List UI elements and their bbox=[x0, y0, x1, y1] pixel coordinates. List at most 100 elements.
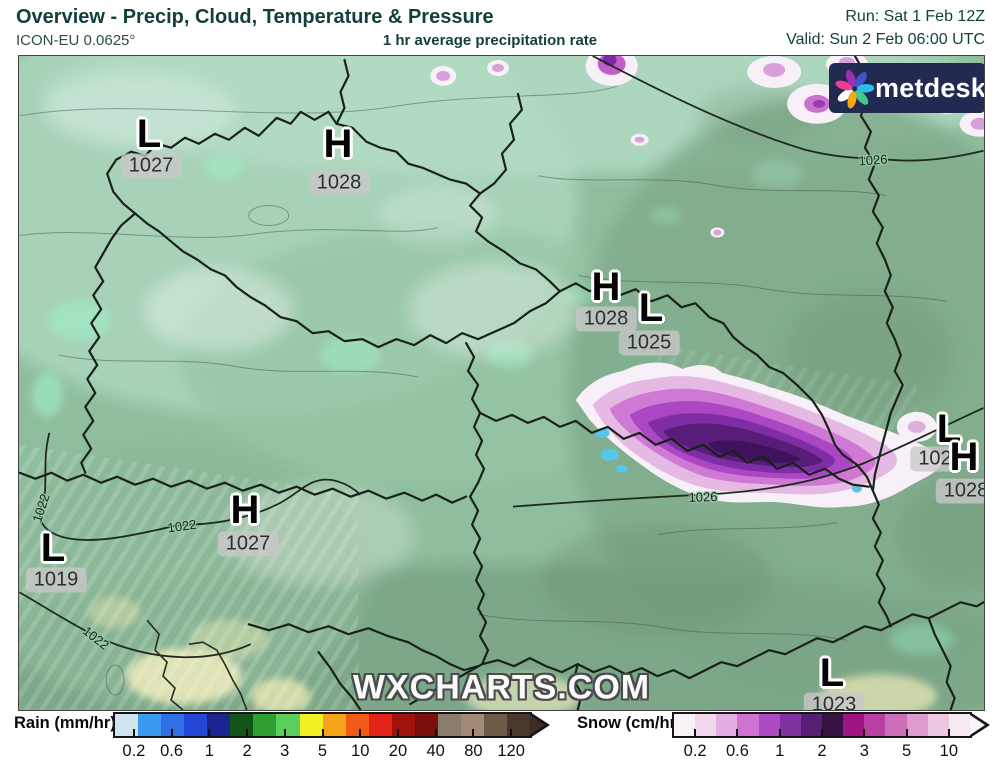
contour-label: 1026 bbox=[858, 151, 888, 169]
page-title: Overview - Precip, Cloud, Temperature & … bbox=[16, 6, 494, 28]
legend-segment bbox=[437, 714, 461, 736]
model-label: ICON-EU 0.0625° bbox=[16, 32, 136, 49]
legend-tick bbox=[170, 729, 173, 736]
legend-tick bbox=[208, 729, 211, 736]
legend-tick bbox=[694, 729, 697, 736]
legend-segment bbox=[864, 714, 886, 736]
legend-arrow bbox=[530, 715, 545, 735]
legend-tick bbox=[321, 729, 324, 736]
run-label: Run: Sat 1 Feb 12Z bbox=[845, 8, 985, 25]
legend-tick bbox=[863, 729, 866, 736]
legend-segment bbox=[843, 714, 865, 736]
contour-label: 1022 bbox=[79, 623, 113, 653]
pressure-value: 1025 bbox=[618, 330, 680, 356]
legend-segment bbox=[800, 714, 822, 736]
pressure-value: 1019 bbox=[25, 567, 87, 593]
legend-segment bbox=[230, 714, 254, 736]
rain-bar: 0.2 0.6 1 2 3 5 10 20 40 80 120 bbox=[113, 712, 550, 760]
pressure-value: 102 bbox=[910, 446, 960, 472]
legend-tick-label: 0.2 bbox=[683, 742, 707, 760]
legend-tick-label: 2 bbox=[242, 742, 252, 760]
logo-text: metdesk bbox=[875, 72, 985, 103]
legend-tick-label: 0.2 bbox=[122, 742, 146, 760]
legend-tick-label: 120 bbox=[497, 742, 525, 760]
rain-legend-label: Rain (mm/hr) bbox=[14, 714, 116, 732]
pressure-layer: 1027 L 1028 H 1028 H 1025 L 1027 H 1019 L 102 L 1028 H 1… bbox=[19, 56, 984, 710]
legend-segment bbox=[391, 714, 415, 736]
legend-tick bbox=[821, 729, 823, 736]
subtitle: 1 hr average precipitation rate bbox=[382, 32, 598, 49]
legend-segment bbox=[948, 714, 970, 736]
legend-segment bbox=[821, 714, 844, 736]
legend-segment bbox=[184, 714, 208, 736]
legend-tick-label: 10 bbox=[939, 742, 959, 760]
pressure-letter: H bbox=[323, 122, 353, 166]
valid-label: Valid: Sun 2 Feb 06:00 UTC bbox=[786, 31, 985, 48]
pressure-value: 1028 bbox=[935, 478, 984, 504]
legend-tick bbox=[283, 729, 286, 736]
legend-tick bbox=[905, 729, 908, 736]
legend-segment bbox=[253, 714, 277, 736]
legend-segment bbox=[484, 714, 508, 736]
metdesk-logo: metdesk bbox=[829, 63, 985, 113]
legend-tick-label: 1 bbox=[204, 742, 214, 760]
legend-segment bbox=[276, 714, 300, 736]
pressure-letter: L bbox=[819, 651, 845, 695]
legend-tick bbox=[246, 729, 249, 736]
legend-segment bbox=[674, 714, 696, 736]
pressure-value: 1023 bbox=[803, 692, 865, 710]
snow-legend-label: Snow (cm/hr) bbox=[577, 714, 682, 732]
legend-segment bbox=[299, 714, 323, 736]
legend-tick bbox=[510, 729, 513, 736]
legend-tick-label: 5 bbox=[317, 742, 328, 760]
pressure-value: 1027 bbox=[217, 531, 279, 557]
legend-tick-label: 3 bbox=[859, 742, 869, 760]
legend-segment bbox=[695, 714, 717, 736]
weather-map: 1027 L 1028 H 1028 H 1025 L 1027 H 1019 L 102 L 1028 H 1… bbox=[18, 55, 985, 711]
legend-tick-label: 10 bbox=[351, 742, 370, 760]
legend-segment bbox=[885, 714, 907, 736]
legend-segment bbox=[368, 714, 392, 736]
legend-segment bbox=[345, 714, 369, 736]
pressure-value: 1027 bbox=[120, 153, 182, 179]
pressure-letter: H bbox=[949, 435, 979, 479]
legend-tick-label: 3 bbox=[280, 742, 290, 760]
snow-bar: 0.2 0.6 1 2 3 5 10 bbox=[672, 712, 990, 760]
legend-tick-label: 40 bbox=[426, 742, 445, 760]
legend-segment bbox=[906, 714, 928, 736]
legend-tick bbox=[472, 729, 475, 736]
legend-segment bbox=[758, 714, 780, 736]
legend-segment bbox=[507, 714, 531, 736]
pressure-letter: L bbox=[40, 526, 66, 570]
legend-segment bbox=[207, 714, 231, 736]
legend-segment bbox=[927, 714, 949, 736]
legend-tick-label: 0.6 bbox=[725, 742, 749, 760]
legend-tick-label: 80 bbox=[464, 742, 483, 760]
map-canvas bbox=[19, 56, 984, 710]
logo-flower-icon bbox=[835, 69, 875, 109]
legend-segment bbox=[460, 714, 484, 736]
pressure-value: 1028 bbox=[308, 170, 370, 196]
pressure-letter: L bbox=[936, 407, 962, 451]
legend-tick-label: 5 bbox=[901, 742, 912, 760]
pressure-value: 1028 bbox=[575, 306, 637, 332]
legend-tick bbox=[736, 729, 739, 736]
legend-segment bbox=[414, 714, 438, 736]
legend-segment bbox=[115, 714, 139, 736]
legend-segment bbox=[737, 714, 759, 736]
contour-label: 1022 bbox=[166, 516, 198, 536]
legend-tick bbox=[947, 729, 950, 736]
contour-label: 1022 bbox=[29, 491, 53, 525]
legend-tick bbox=[396, 729, 399, 736]
legend-segment bbox=[322, 714, 346, 736]
pressure-letter: H bbox=[230, 488, 260, 532]
pressure-letter: L bbox=[136, 112, 162, 156]
legend-tick-label: 1 bbox=[775, 742, 785, 760]
legend-tick-label: 20 bbox=[388, 742, 408, 760]
legend-tick-label: 0.6 bbox=[160, 742, 184, 760]
legend-tick bbox=[778, 729, 781, 736]
legend-segment bbox=[138, 714, 162, 736]
legend-segment bbox=[779, 714, 801, 736]
legend-tick bbox=[359, 729, 362, 736]
